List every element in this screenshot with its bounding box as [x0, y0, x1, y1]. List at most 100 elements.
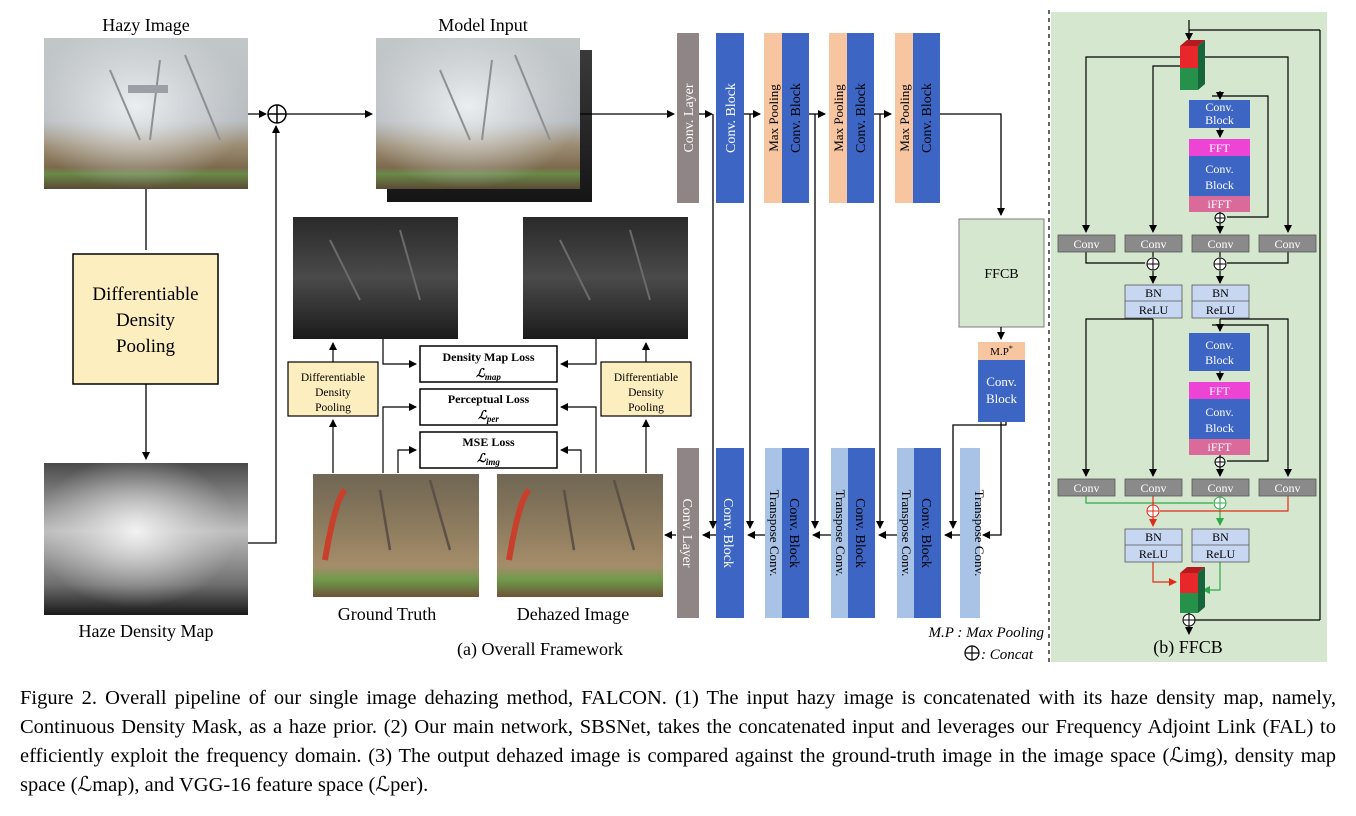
decoder-conv-block-2-label: Conv. Block — [852, 498, 867, 568]
ground-truth-label: Ground Truth — [338, 604, 437, 624]
ddp-small-left: Differentiable Density Pooling — [287, 361, 379, 417]
encoder-conv-layer: Conv. Layer — [677, 33, 699, 203]
bn-2a-label: BN — [1145, 530, 1162, 544]
decoder-conv-block-0-label: Conv. Block — [720, 498, 735, 568]
hazy-image — [44, 38, 248, 189]
decoder-conv-layer: Conv. Layer — [677, 448, 699, 618]
gt-density-image — [293, 217, 458, 339]
framework-figure: Hazy Image Differentiable Density Poolin… — [44, 10, 1327, 663]
fft-conv-1-line1: Conv. — [1205, 162, 1233, 176]
encoder-conv-block-2-label: Conv. Block — [789, 83, 804, 153]
ddp-main-line2: Density — [116, 310, 176, 331]
ifft-1-label: iFFT — [1207, 197, 1232, 211]
dehazed-image-label: Dehazed Image — [517, 604, 629, 624]
model-input-image — [376, 38, 592, 202]
ddp-main-block: Differentiable Density Pooling — [72, 253, 219, 385]
density-loss-label: Density Map Loss — [442, 350, 534, 364]
decoder-conv-block-1-label: Conv. Block — [786, 498, 801, 568]
conv-1d-label: Conv — [1274, 237, 1300, 251]
conv-1a-label: Conv — [1073, 237, 1099, 251]
conv-1b-label: Conv — [1140, 237, 1166, 251]
ffcb-fft-stack-2: FFT Conv. Block iFFT — [1189, 382, 1250, 455]
ffcb-conv-block-1-line2: Block — [1205, 113, 1234, 127]
decoder-transpose-4: Transpose Conv. — [960, 448, 987, 618]
mse-loss-box: MSE Loss ℒimg — [419, 431, 558, 469]
panel-a-label: (a) Overall Framework — [457, 639, 623, 660]
model-input-label: Model Input — [438, 15, 528, 35]
ffcb-bn-row-1: BN ReLU BN ReLU — [1124, 284, 1250, 319]
decoder-conv-block-0: Conv. Block — [716, 448, 744, 618]
decoder-stage-1: Transpose Conv. Conv. Block — [765, 448, 809, 618]
transpose-2-label: Transpose Conv. — [833, 490, 848, 577]
relu-2b-label: ReLU — [1206, 547, 1236, 561]
ddp-small-left-line1: Differentiable — [301, 372, 365, 384]
ffcb-conv-row-1: Conv Conv Conv Conv — [1057, 234, 1317, 253]
encoder-conv-block-1: Conv. Block — [716, 33, 744, 203]
ffcb-concat-2 — [1214, 456, 1226, 468]
ffcb-output-concat — [1182, 613, 1196, 635]
fft-conv-1-line2: Block — [1205, 178, 1234, 192]
perceptual-loss-box: Perceptual Loss ℒper — [419, 388, 558, 426]
ffcb-conv-block-1-line1: Conv. — [1205, 100, 1233, 114]
hazy-image-label: Hazy Image — [102, 15, 189, 35]
fft-conv-2-line1: Conv. — [1205, 405, 1233, 419]
encoder-conv-block-4-label: Conv. Block — [920, 83, 935, 153]
transpose-4-label: Transpose Conv. — [972, 490, 987, 577]
ddp-main-line3: Pooling — [116, 336, 176, 357]
density-to-concat-arrow — [248, 125, 280, 544]
ffcb-bn-row-2: BN ReLU BN ReLU — [1124, 528, 1250, 563]
perceptual-loss-symbol: ℒper — [478, 408, 499, 424]
ifft-2-label: iFFT — [1207, 440, 1232, 454]
bn-1b-label: BN — [1212, 286, 1229, 300]
max-pooling-3-label: Max Pooling — [897, 84, 912, 152]
legend-mp: M.P : Max Pooling — [927, 625, 1044, 641]
caption-label: Figure 2. — [20, 687, 97, 709]
loss-arrows — [329, 339, 650, 473]
ffcb-panel-lines — [1082, 20, 1321, 621]
encoder-conv-layer-label: Conv. Layer — [682, 83, 697, 152]
ddp-main-line1: Differentiable — [92, 284, 198, 305]
concat-symbol — [267, 104, 287, 124]
fft-1-label: FFT — [1209, 141, 1230, 155]
conv-2c-label: Conv — [1207, 481, 1233, 495]
ground-truth-image — [313, 474, 479, 597]
haze-density-map-image — [44, 463, 248, 615]
conv-2a-label: Conv — [1073, 481, 1099, 495]
decoder-stage-2: Transpose Conv. Conv. Block — [831, 448, 875, 618]
encoder-stage-3: Max Pooling Conv. Block — [829, 33, 874, 203]
bottleneck-conv-label-1: Conv. — [986, 374, 1017, 389]
encoder-conv-block-1-label: Conv. Block — [724, 83, 739, 153]
bottleneck-conv-label-2: Block — [986, 391, 1018, 406]
legend-concat-text: : Concat — [981, 647, 1034, 663]
encoder-arrows — [699, 110, 1005, 216]
conv-2d-label: Conv — [1274, 481, 1300, 495]
legend-concat: : Concat — [964, 645, 1034, 663]
ffcb-concat-1 — [1214, 212, 1226, 224]
mse-loss-symbol: ℒimg — [477, 451, 500, 467]
ffcb-concat-row-1 — [1146, 257, 1227, 271]
dehazed-image — [497, 474, 663, 597]
relu-1b-label: ReLU — [1206, 303, 1236, 317]
panel-b-label: (b) FFCB — [1153, 637, 1223, 658]
mse-loss-label: MSE Loss — [462, 435, 515, 449]
ffcb-conv-row-2: Conv Conv Conv Conv — [1057, 478, 1317, 497]
encoder-stage-2: Max Pooling Conv. Block — [764, 33, 809, 203]
encoder-conv-block-3-label: Conv. Block — [854, 83, 869, 153]
skip-connections — [709, 114, 1007, 529]
transpose-3-label: Transpose Conv. — [899, 490, 914, 577]
conv-2b-label: Conv — [1140, 481, 1166, 495]
haze-density-map-label: Haze Density Map — [79, 621, 214, 641]
conv-1c-label: Conv — [1207, 237, 1233, 251]
max-pooling-1-label: Max Pooling — [766, 84, 781, 152]
ddp-small-right-line2: Density — [628, 387, 664, 399]
ffcb-concat-row-2 — [1146, 496, 1227, 518]
ffcb-conv-block-2-line1: Conv. — [1205, 338, 1233, 352]
ffcb-conv-block-2-line2: Block — [1205, 353, 1234, 367]
density-loss-box: Density Map Loss ℒmap — [419, 345, 558, 383]
ffcb-block-label: FFCB — [984, 267, 1018, 282]
ffcb-conv-block-1: Conv. Block — [1189, 100, 1250, 128]
ddp-small-right: Differentiable Density Pooling — [600, 361, 692, 417]
fft-conv-2-line2: Block — [1205, 421, 1234, 435]
fft-2-label: FFT — [1209, 384, 1230, 398]
ffcb-colored-arrows — [1085, 496, 1289, 614]
